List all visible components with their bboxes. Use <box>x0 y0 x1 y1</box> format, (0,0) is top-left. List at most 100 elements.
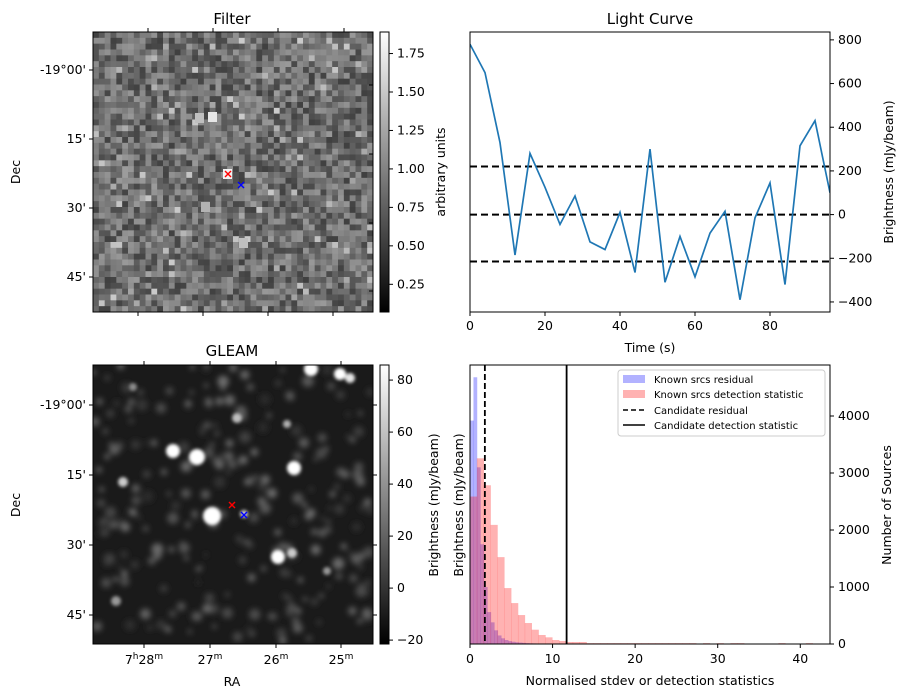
pixel <box>209 37 216 45</box>
pixel <box>238 160 246 167</box>
pixel <box>139 218 146 225</box>
pixel <box>110 300 117 307</box>
pixel <box>338 259 345 266</box>
pixel <box>151 207 158 214</box>
pixel <box>104 212 111 220</box>
pixel <box>273 259 281 266</box>
pixel <box>314 183 321 190</box>
pixel <box>349 282 356 290</box>
pixel <box>343 61 351 68</box>
pixel <box>233 84 240 91</box>
pixel <box>186 282 193 290</box>
pixel <box>297 177 304 185</box>
pixel <box>279 84 286 91</box>
pixel <box>250 37 257 45</box>
pixel <box>104 166 111 173</box>
pixel <box>180 102 187 109</box>
pixel <box>157 148 164 155</box>
pixel <box>233 43 240 50</box>
pixel <box>180 247 187 255</box>
pixel <box>192 271 199 278</box>
pixel <box>110 90 117 97</box>
gleam-xlabel: RA <box>224 674 241 689</box>
pixel <box>338 49 345 56</box>
pixel <box>338 306 345 313</box>
pixel <box>110 148 117 155</box>
pixel <box>209 43 216 50</box>
pixel <box>326 148 333 155</box>
pixel <box>361 282 368 290</box>
pixel <box>279 253 286 260</box>
pixel <box>285 67 292 74</box>
pixel <box>198 32 205 39</box>
pixel <box>192 277 199 284</box>
radio-source <box>345 373 355 383</box>
pixel <box>314 253 321 260</box>
pixel <box>122 224 129 231</box>
noise-blob <box>366 388 373 397</box>
pixel <box>314 119 321 126</box>
pixel <box>157 236 164 243</box>
y-tick-label: −200 <box>838 250 872 265</box>
pixel <box>203 131 211 138</box>
pixel <box>192 247 199 255</box>
pixel <box>209 32 216 39</box>
pixel <box>221 119 228 126</box>
pixel <box>139 172 146 179</box>
pixel <box>244 300 251 307</box>
pixel <box>198 142 205 150</box>
pixel <box>268 148 275 155</box>
pixel <box>174 195 181 202</box>
pixel <box>227 96 234 103</box>
noise-blob <box>290 517 298 525</box>
x-tick-label: 0 <box>466 318 474 333</box>
pixel <box>104 96 111 103</box>
pixel <box>343 113 351 120</box>
colorbar-tick-label: 40 <box>397 476 413 491</box>
pixel <box>297 107 304 115</box>
noise-blob <box>183 555 189 561</box>
noise-blob <box>95 398 104 406</box>
pixel <box>215 37 222 45</box>
pixel <box>116 294 123 301</box>
pixel <box>93 212 100 220</box>
pixel <box>332 265 339 272</box>
radio-source <box>111 596 121 606</box>
pixel <box>244 195 251 202</box>
pixel <box>244 247 251 255</box>
pixel <box>303 119 310 126</box>
pixel <box>279 160 286 167</box>
pixel <box>308 55 316 62</box>
pixel <box>203 294 211 301</box>
pixel <box>133 67 141 74</box>
noise-blob <box>200 489 211 500</box>
pixel <box>343 90 351 97</box>
pixel <box>168 72 176 80</box>
pixel <box>279 142 286 150</box>
pixel <box>116 72 123 80</box>
pixel <box>215 294 222 301</box>
pixel <box>273 277 281 284</box>
pixel <box>128 224 135 231</box>
pixel <box>215 224 222 231</box>
pixel <box>233 294 240 301</box>
pixel <box>168 107 176 115</box>
pixel <box>355 277 362 284</box>
pixel <box>361 242 368 249</box>
pixel <box>355 55 362 62</box>
pixel <box>116 37 123 45</box>
pixel <box>268 207 275 214</box>
pixel <box>338 177 345 185</box>
pixel <box>268 55 275 62</box>
pixel <box>104 201 111 208</box>
pixel <box>320 230 327 237</box>
pixel <box>110 96 117 103</box>
noise-blob <box>113 400 120 407</box>
pixel <box>355 84 362 91</box>
pixel <box>268 247 275 255</box>
pixel <box>285 306 292 313</box>
pixel <box>233 265 240 272</box>
pixel <box>361 160 368 167</box>
candidate-marker <box>224 170 232 178</box>
pixel <box>151 148 158 155</box>
